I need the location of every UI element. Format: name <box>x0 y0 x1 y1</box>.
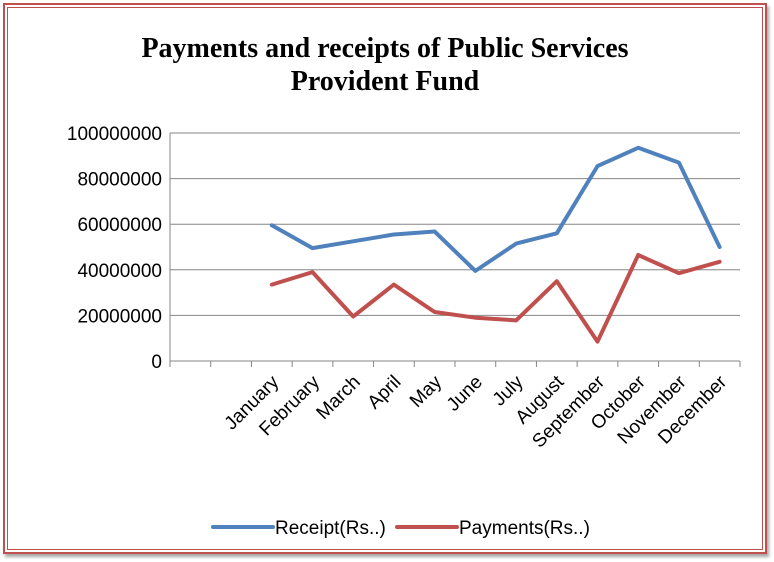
chart-title: Payments and receipts of Public Services… <box>141 33 629 97</box>
y-tick-label: 100000000 <box>67 124 162 145</box>
y-tick-label: 40000000 <box>77 261 162 282</box>
data-point <box>433 310 437 314</box>
data-point <box>555 231 559 235</box>
data-point <box>596 340 600 344</box>
x-tick-label: April <box>364 372 406 414</box>
y-tick-label: 20000000 <box>77 306 162 327</box>
data-point <box>596 164 600 168</box>
x-tick-label: March <box>313 372 365 424</box>
legend-label-1: Receipt(Rs..) <box>275 518 386 539</box>
data-point <box>311 246 315 250</box>
data-point <box>636 146 640 150</box>
data-point <box>514 242 518 246</box>
data-point <box>392 283 396 287</box>
data-point <box>270 283 274 287</box>
data-point <box>392 232 396 236</box>
series-line-1 <box>269 145 722 273</box>
x-tick-label: May <box>406 371 447 412</box>
chart-frame-inner-border <box>7 7 763 550</box>
data-point <box>351 315 355 319</box>
data-point <box>351 239 355 243</box>
data-point <box>311 270 315 274</box>
data-point <box>433 229 437 233</box>
y-tick-label: 0 <box>151 352 162 373</box>
data-point <box>677 161 681 165</box>
data-point <box>718 260 722 264</box>
data-point <box>473 316 477 320</box>
data-point <box>636 253 640 257</box>
data-point <box>514 318 518 322</box>
x-tick-label: June <box>443 372 487 416</box>
data-point <box>473 269 477 273</box>
data-point <box>270 223 274 227</box>
data-point <box>555 279 559 283</box>
series-line-2 <box>269 253 722 344</box>
data-point <box>718 245 722 249</box>
y-tick-label: 60000000 <box>77 215 162 236</box>
y-tick-label: 80000000 <box>77 170 162 191</box>
chart-frame <box>3 3 767 554</box>
data-point <box>677 271 681 275</box>
legend-label-2: Payments(Rs..) <box>459 518 590 539</box>
